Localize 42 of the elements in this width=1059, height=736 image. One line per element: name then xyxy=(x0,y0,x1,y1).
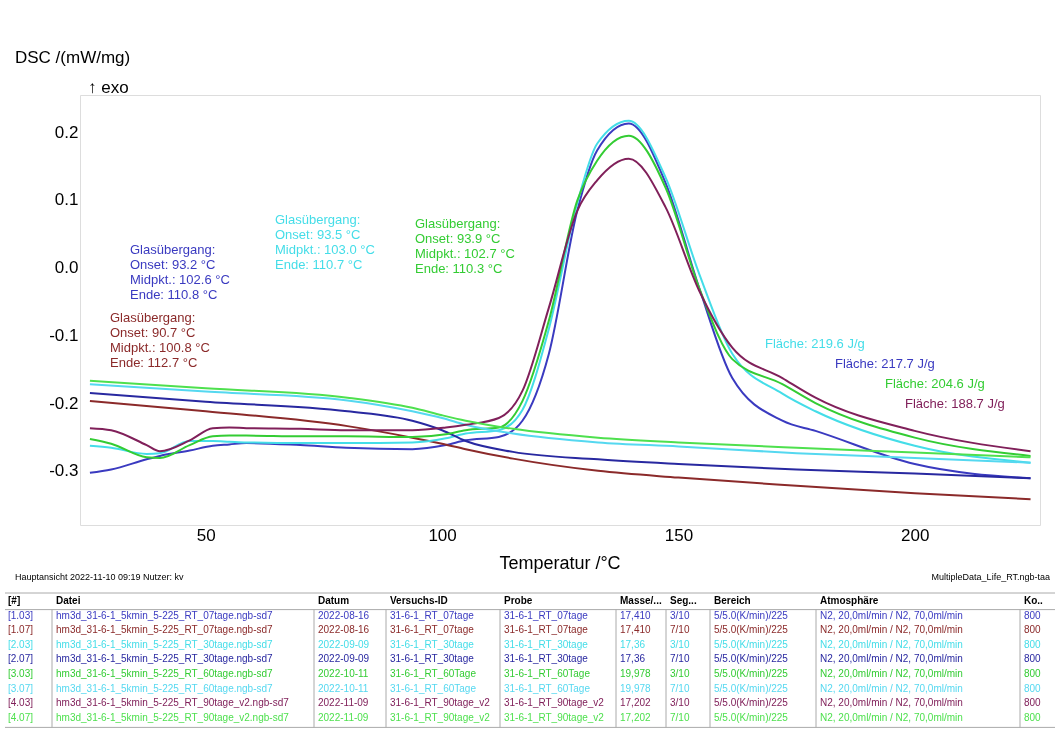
annotation: Glasübergang: Onset: 93.9 °C Midpkt.: 102.7 °C Ende: 110.3 °C xyxy=(415,216,515,276)
annotation: Fläche: 204.6 J/g xyxy=(885,376,985,391)
y-tick-label: -0.2 xyxy=(49,393,79,413)
y-tick-label: -0.1 xyxy=(49,325,79,345)
annotation: Fläche: 219.6 J/g xyxy=(765,336,865,351)
text: hm3d_31-6-1_5kmin_5-225_RT_30tage.ngb-sd7 2022-09-09 31-6-1_RT_30tage 31-6-1_RT_30tage 17,36 7/10 5/5.0(K/min)/225 N2, 20,0ml/min / N2, 70,0ml/min 800 xyxy=(56,653,1041,665)
line-series xyxy=(88,391,1032,480)
line-series xyxy=(88,400,1032,501)
text: [3.07] xyxy=(8,682,34,694)
text: [#] Datei Datum Versuchs-ID Probe Masse/... Seg... Bereich Atmosphäre Ko.. xyxy=(8,595,1043,606)
annotation: Fläche: 217.7 J/g xyxy=(835,356,935,371)
y-tick-label: 0.2 xyxy=(54,122,79,142)
x-axis-title: Temperatur /°C xyxy=(499,553,621,573)
text: [2.07] xyxy=(8,653,34,665)
annotation: Glasübergang: Onset: 93.5 °C Midpkt.: 103.0 °C Ende: 110.7 °C xyxy=(275,212,375,272)
x-tick-label: 200 xyxy=(901,525,930,545)
annotation: Glasübergang: Onset: 90.7 °C Midpkt.: 100.8 °C Ende: 112.7 °C xyxy=(110,310,210,370)
text: [2.03] xyxy=(8,638,34,650)
text: [1.07] xyxy=(8,624,34,636)
text: hm3d_31-6-1_5kmin_5-225_RT_30tage.ngb-sd7 2022-09-09 31-6-1_RT_30tage 31-6-1_RT_30tage 17,36 3/10 5/5.0(K/min)/225 N2, 20,0ml/min / N2, 70,0ml/min 800 xyxy=(56,638,1041,650)
y-tick-label: 0.1 xyxy=(54,190,79,210)
text: hm3d_31-6-1_5kmin_5-225_RT_07tage.ngb-sd7 2022-08-16 31-6-1_RT_07tage 31-6-1_RT_07tage 17,410 7/10 5/5.0(K/min)/225 N2, 20,0ml/min / N2, 70,0ml/min 800 xyxy=(56,624,1041,636)
text: [4.03] xyxy=(8,697,34,709)
text: Hauptansicht 2022-11-10 09:19 Nutzer: kv xyxy=(15,572,184,582)
x-tick-label: 50 xyxy=(196,525,216,545)
text: hm3d_31-6-1_5kmin_5-225_RT_07tage.ngb-sd7 2022-08-16 31-6-1_RT_07tage 31-6-1_RT_07tage 17,410 3/10 5/5.0(K/min)/225 N2, 20,0ml/min / N2, 70,0ml/min 800 xyxy=(56,609,1041,621)
annotation: ↑ exo xyxy=(88,78,129,97)
annotation: Glasübergang: Onset: 93.2 °C Midpkt.: 102.6 °C Ende: 110.8 °C xyxy=(130,242,230,302)
text: [3.03] xyxy=(8,668,34,679)
text: [4.07] xyxy=(8,711,34,723)
text: MultipleData_Life_RT.ngb-taa xyxy=(931,572,1050,582)
y-axis-title: DSC /(mW/mg) xyxy=(15,48,131,67)
text: hm3d_31-6-1_5kmin_5-225_RT_60tage.ngb-sd7 2022-10-11 31-6-1_RT_60Tage 31-6-1_RT_60Tage 19,978 7/10 5/5.0(K/min)/225 N2, 20,0ml/min / N2, 70,0ml/min 800 xyxy=(56,682,1041,694)
text: [1.03] xyxy=(8,609,34,621)
annotation: Fläche: 188.7 J/g xyxy=(905,396,1005,411)
text: hm3d_31-6-1_5kmin_5-225_RT_90tage_v2.ngb-sd7 2022-11-09 31-6-1_RT_90tage_v2 31-6-1_RT_90tage_v2 17,202 7/10 5/5.0(K/min)/225 N2, 20,0ml/min / N2, 70,0ml/min 800 xyxy=(56,711,1041,723)
y-tick-label: 0.0 xyxy=(54,258,79,278)
x-tick-label: 100 xyxy=(428,525,457,545)
text: hm3d_31-6-1_5kmin_5-225_RT_60tage.ngb-sd7 2022-10-11 31-6-1_RT_60Tage 31-6-1_RT_60Tage 19,978 3/10 5/5.0(K/min)/225 N2, 20,0ml/min / N2, 70,0ml/min 800 xyxy=(56,668,1041,679)
text: hm3d_31-6-1_5kmin_5-225_RT_90tage_v2.ngb-sd7 2022-11-09 31-6-1_RT_90tage_v2 31-6-1_RT_90tage_v2 17,202 3/10 5/5.0(K/min)/225 N2, 20,0ml/min / N2, 70,0ml/min 800 xyxy=(56,697,1041,709)
y-tick-label: -0.3 xyxy=(49,461,79,481)
x-tick-label: 150 xyxy=(664,525,694,545)
